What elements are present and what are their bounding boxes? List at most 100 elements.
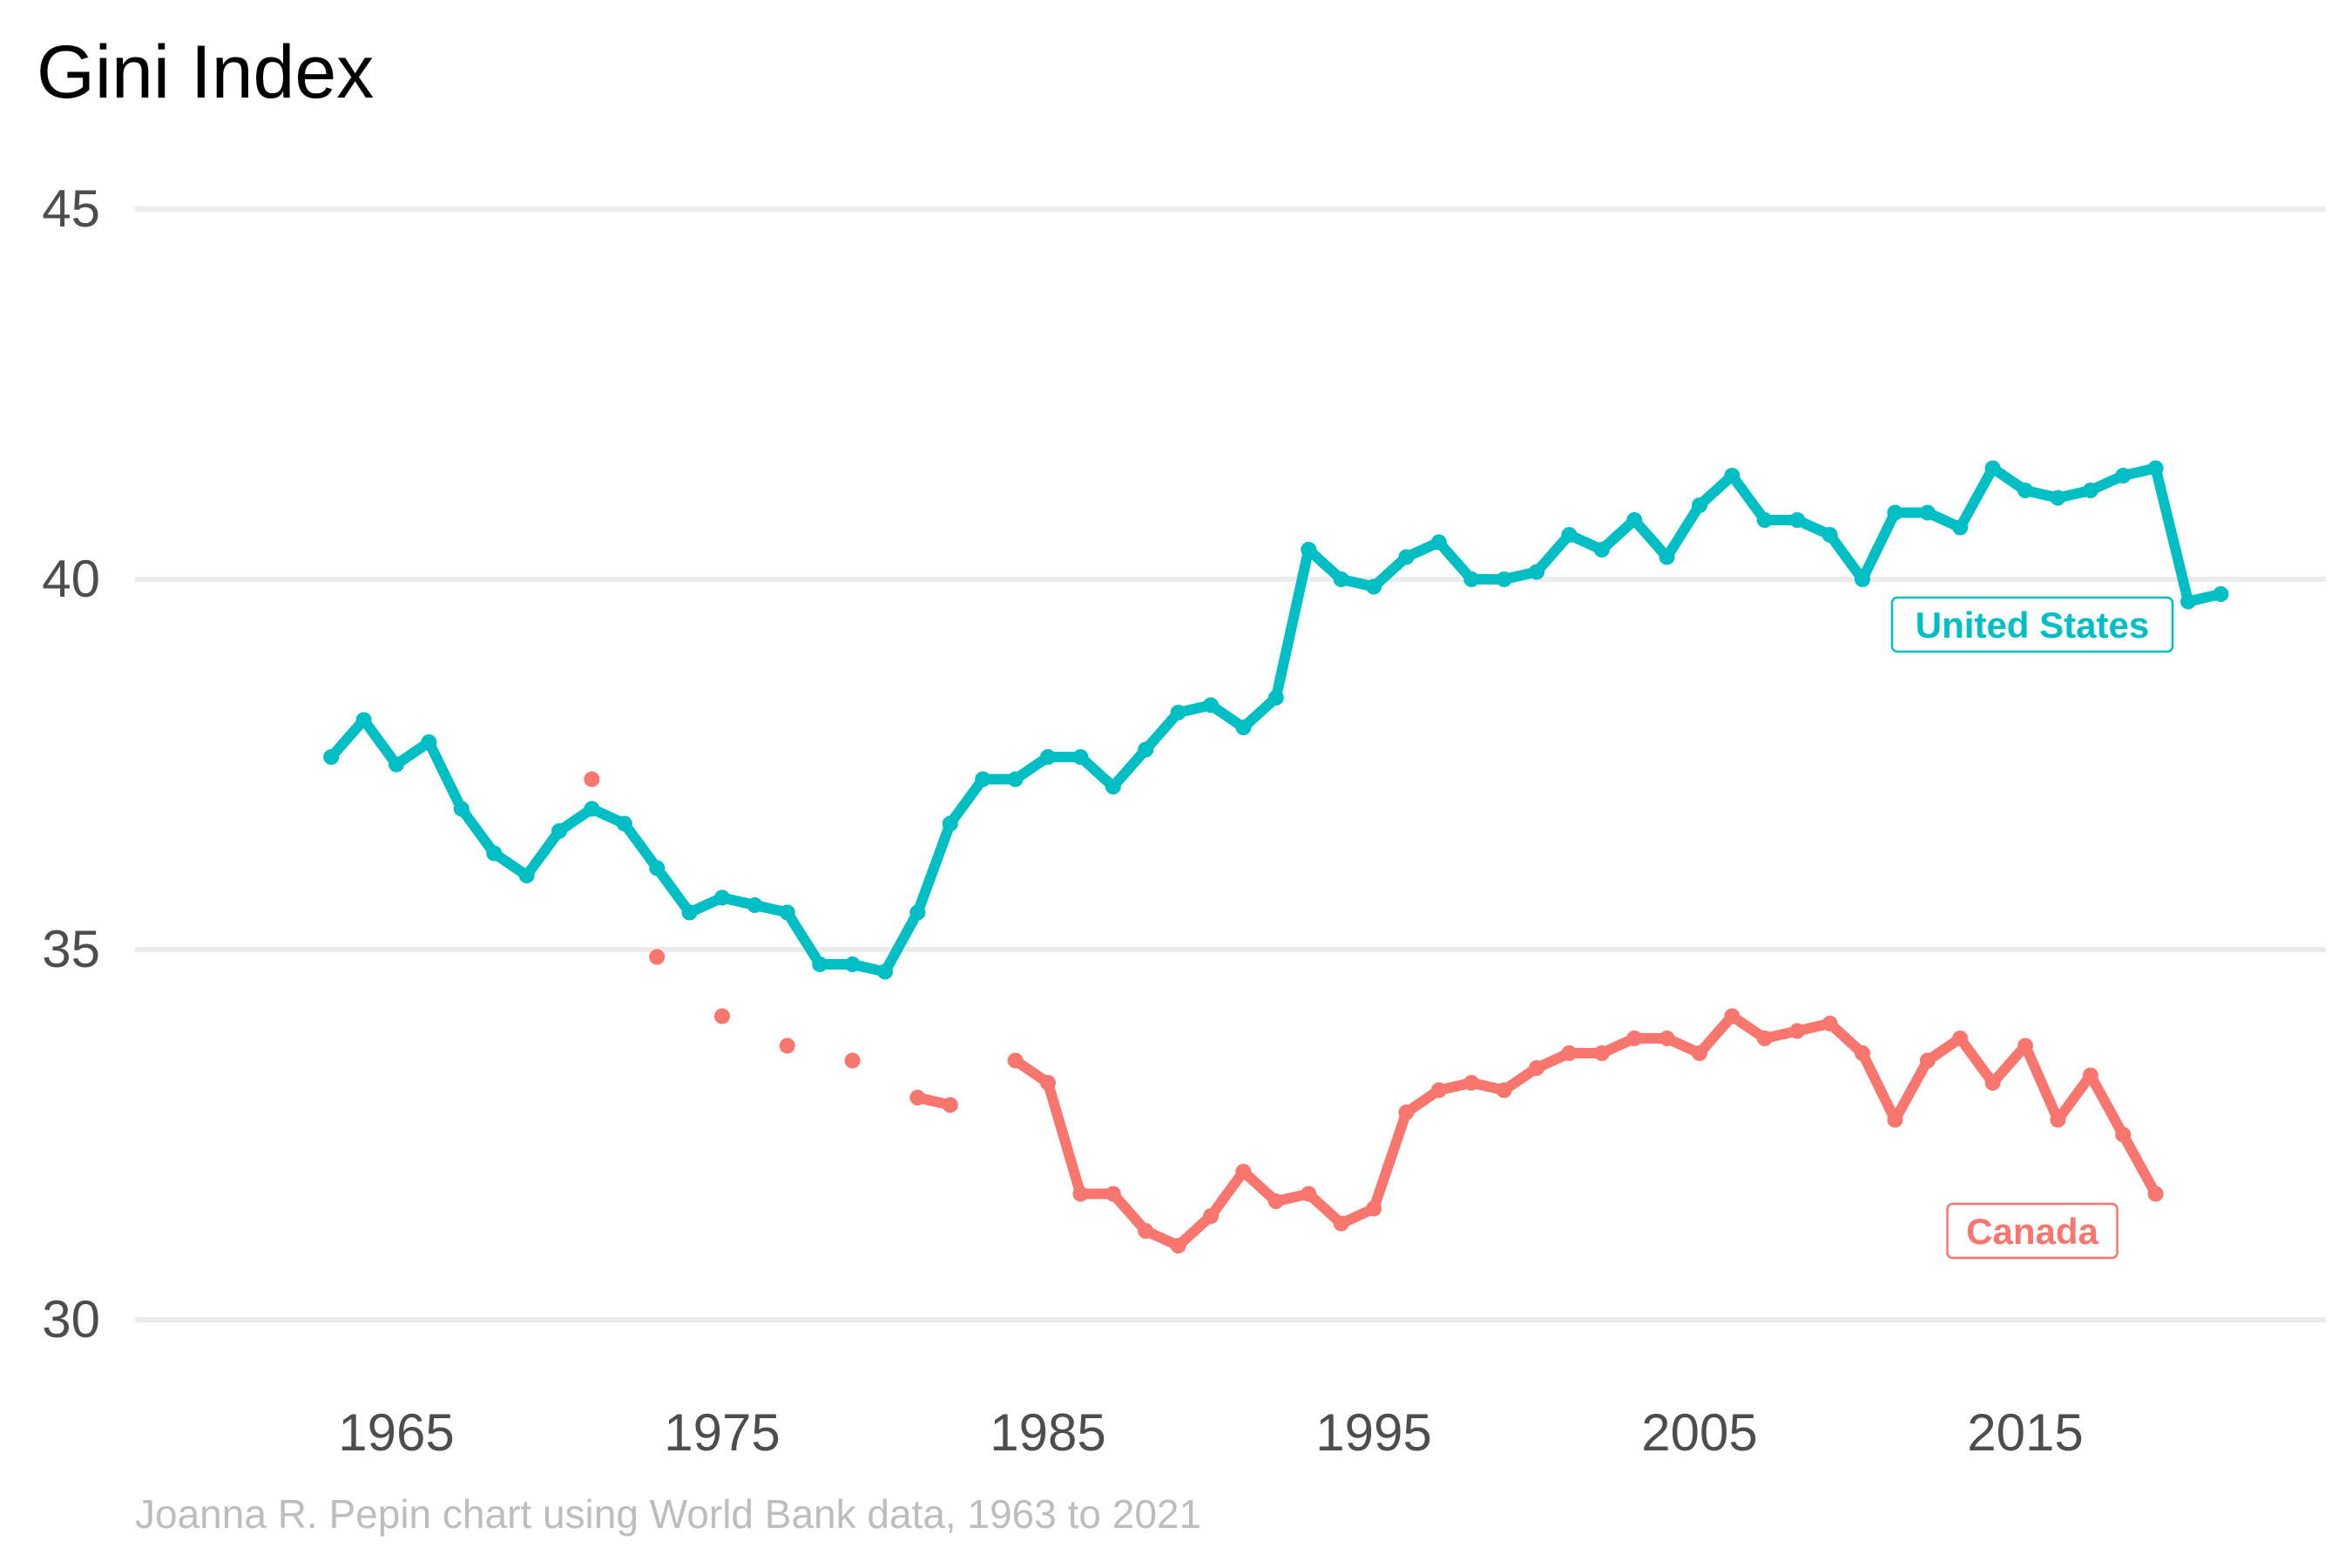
data-point xyxy=(616,815,632,832)
data-point xyxy=(681,904,698,921)
data-point xyxy=(714,889,730,906)
chart-caption: Joanna R. Pepin chart using World Bank d… xyxy=(135,1491,1201,1537)
x-axis-ticks: 1965 1975 1985 1995 2005 2015 xyxy=(338,1403,2083,1462)
data-point xyxy=(1463,571,1480,587)
data-point xyxy=(1756,512,1773,528)
data-point xyxy=(1007,1052,1024,1069)
data-point xyxy=(812,956,828,972)
data-point xyxy=(2017,483,2033,498)
data-point xyxy=(1984,1075,2001,1091)
series-label-box xyxy=(1946,1202,2119,1260)
gridlines xyxy=(135,206,2326,1322)
x-tick-label: 1995 xyxy=(1315,1403,1431,1462)
data-point xyxy=(779,1037,795,1054)
data-point xyxy=(1659,549,1675,565)
data-point xyxy=(1398,549,1415,565)
data-point xyxy=(1235,1164,1252,1179)
data-point xyxy=(1333,571,1349,587)
data-point xyxy=(1724,468,1740,483)
data-point xyxy=(1203,1208,1219,1224)
data-point xyxy=(1561,1045,1578,1061)
data-point xyxy=(584,771,600,787)
data-point xyxy=(877,963,893,980)
data-point xyxy=(975,771,991,787)
data-point xyxy=(1855,1045,1870,1061)
data-point xyxy=(909,1090,926,1105)
data-point xyxy=(1887,504,1903,521)
x-tick-label: 2005 xyxy=(1641,1403,1757,1462)
data-point xyxy=(1529,1060,1544,1076)
data-point xyxy=(518,868,535,883)
data-point xyxy=(1561,527,1578,543)
data-point xyxy=(649,860,666,876)
data-point xyxy=(1496,571,1512,587)
data-point xyxy=(1430,1082,1447,1098)
y-tick-label: 45 xyxy=(42,179,100,238)
data-point xyxy=(1333,1215,1349,1232)
series-labels: United States Canada xyxy=(1890,596,2174,1260)
data-point xyxy=(389,756,404,773)
data-point xyxy=(1855,571,1870,587)
data-point xyxy=(1170,1238,1186,1254)
data-point xyxy=(551,823,567,839)
data-point xyxy=(1072,1186,1089,1202)
data-point xyxy=(844,1052,861,1069)
data-point xyxy=(1593,542,1610,558)
y-axis-ticks: 30 35 40 45 xyxy=(42,179,100,1348)
data-point xyxy=(1267,690,1284,706)
x-tick-label: 1975 xyxy=(664,1403,780,1462)
data-point xyxy=(2115,1126,2132,1143)
data-point xyxy=(1756,1031,1773,1046)
data-point xyxy=(1626,512,1643,528)
data-point xyxy=(714,1008,730,1024)
data-point xyxy=(942,1097,958,1113)
data-point xyxy=(1821,1016,1838,1031)
data-point xyxy=(1724,1008,1740,1024)
data-point xyxy=(1301,1186,1317,1202)
data-point xyxy=(1105,779,1121,794)
data-point xyxy=(1952,519,1969,536)
x-tick-label: 1985 xyxy=(990,1403,1105,1462)
data-point xyxy=(1463,1075,1480,1091)
data-point xyxy=(1105,1186,1121,1202)
series-label-text: United States xyxy=(1916,605,2149,645)
data-point xyxy=(323,749,340,765)
data-point xyxy=(1821,527,1838,543)
data-point xyxy=(844,956,861,972)
data-point xyxy=(649,949,666,965)
data-point xyxy=(1301,542,1317,558)
data-point xyxy=(909,904,926,921)
series-label-box xyxy=(1890,596,2174,653)
data-point xyxy=(1138,1223,1154,1239)
data-point xyxy=(1366,1200,1382,1217)
data-point xyxy=(2115,468,2132,483)
data-point xyxy=(2147,1186,2164,1202)
x-tick-label: 2015 xyxy=(1967,1403,2083,1462)
x-tick-label: 1965 xyxy=(338,1403,454,1462)
data-point xyxy=(942,815,958,832)
data-point xyxy=(1072,749,1089,765)
data-point xyxy=(2213,586,2229,602)
data-point xyxy=(1040,1075,1056,1091)
data-point xyxy=(2147,460,2164,476)
data-point xyxy=(584,801,600,817)
data-point xyxy=(421,734,437,750)
data-point xyxy=(2180,593,2196,610)
data-point xyxy=(1789,1023,1806,1039)
series-line-segment xyxy=(326,463,2227,977)
data-point xyxy=(1398,1105,1415,1120)
data-point xyxy=(1626,1031,1643,1046)
data-point xyxy=(1692,1045,1707,1061)
data-point xyxy=(1887,1112,1903,1128)
data-point xyxy=(1138,741,1154,758)
data-point xyxy=(1366,578,1382,595)
series-label-canada: Canada xyxy=(1946,1202,2119,1260)
data-point xyxy=(1984,460,2001,476)
data-point xyxy=(1496,1082,1512,1098)
data-point xyxy=(1430,534,1447,551)
data-point xyxy=(355,712,372,728)
data-point xyxy=(453,801,470,817)
data-point xyxy=(486,845,503,862)
